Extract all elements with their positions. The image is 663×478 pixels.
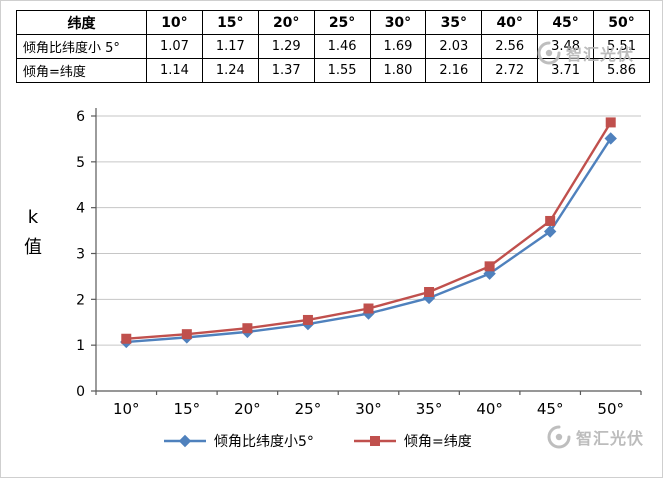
x-tick-label: 20° [234,400,261,418]
table-cell: 2.16 [425,58,483,83]
table-cell: 5.51 [593,34,650,59]
table-col-header: 20° [257,10,315,35]
table-cell: 3.71 [537,58,594,83]
table-cell: 1.17 [201,34,259,59]
table-cell: 2.56 [481,34,539,59]
table-cell: 1.55 [313,58,371,83]
table-cell: 1.46 [313,34,371,59]
x-tick-label: 50° [597,400,624,418]
table-col-header: 10° [146,10,203,35]
table-row: 倾角=纬度 1.14 1.24 1.37 1.55 1.80 2.16 2.72 3.71 5.8… [16,58,650,83]
y-tick-label: 0 [76,384,85,400]
data-point-marker [178,434,192,448]
table-cell: 1.24 [201,58,259,83]
table-cell: 3.48 [537,34,594,59]
series [121,117,616,344]
table-corner-header: 纬度 [16,10,147,35]
chart-canvas: 0 1 2 3 4 5 6 10° 15° 20° 25° 30° 35° 40° 45° 50° k值倾角比纬… [24,108,642,450]
table-cell: 1.29 [257,34,315,59]
table-col-header: 40° [481,10,539,35]
row-label: 倾角=纬度 [16,58,147,83]
y-axis-title: 值 [24,237,42,258]
data-point-marker [181,329,192,340]
table-col-header: 30° [369,10,427,35]
table-cell: 2.03 [425,34,483,59]
data-point-marker [363,303,374,314]
legend-label: 倾角比纬度小5° [214,434,314,450]
table-row: 倾角比纬度小 5° 1.07 1.17 1.29 1.46 1.69 2.03 2.56 3.4… [16,34,650,59]
x-tick-label: 15° [174,400,201,418]
data-point-marker [242,323,253,334]
table-col-header: 50° [593,10,650,35]
legend-item: 倾角比纬度小5° [164,434,314,450]
series [120,132,617,349]
table-col-header: 35° [425,10,483,35]
table-cell: 1.37 [257,58,315,83]
table-cell: 1.07 [146,34,203,59]
table-cell: 1.80 [369,58,427,83]
table-body: 倾角比纬度小 5° 1.07 1.17 1.29 1.46 1.69 2.03 2.56 3.4… [16,34,650,83]
y-tick-label: 2 [76,292,85,308]
table-cell: 1.69 [369,34,427,59]
y-tick-label: 1 [76,338,85,354]
data-point-marker [370,436,380,446]
data-point-marker [121,333,132,344]
y-axis-title: k [28,207,39,228]
table-col-header: 45° [537,10,594,35]
y-tick-label: 4 [76,201,85,217]
data-point-marker [424,287,435,297]
x-tick-label: 45° [537,400,564,418]
data-point-marker [545,215,556,226]
data-point-marker [484,261,495,272]
legend-label: 倾角=纬度 [404,434,472,450]
table-col-header: 25° [313,10,371,35]
x-tick-label: 35° [416,400,443,418]
x-tick-label: 40° [476,400,503,418]
row-label: 倾角比纬度小 5° [16,34,147,59]
table-col-header: 15° [201,10,259,35]
data-point-marker [543,225,557,238]
x-tick-label: 30° [355,400,382,418]
legend-item: 倾角=纬度 [354,434,472,450]
data-point-marker [302,314,313,325]
k-value-chart: 0 1 2 3 4 5 6 10° 15° 20° 25° 30° 35° 40° 45° 50° k 值倾角比纬… [1,93,662,477]
y-tick-label: 6 [76,109,85,125]
data-point-marker [605,117,616,128]
table-cell: 1.14 [146,58,203,83]
x-tick-label: 10° [113,400,140,418]
table-cell: 2.72 [481,58,539,83]
table-header-row: 纬度 10° 15° 20° 25° 30° 35° 40° 45° 50° [16,10,650,35]
y-tick-label: 3 [76,247,85,263]
table-cell: 5.86 [593,58,650,83]
x-tick-label: 25° [295,400,322,418]
k-value-table: 纬度 10° 15° 20° 25° 30° 35° 40° 45° 50° 倾角比纬度小 5° 1… [16,10,650,83]
y-tick-label: 5 [76,155,85,171]
data-point-marker [604,132,617,145]
